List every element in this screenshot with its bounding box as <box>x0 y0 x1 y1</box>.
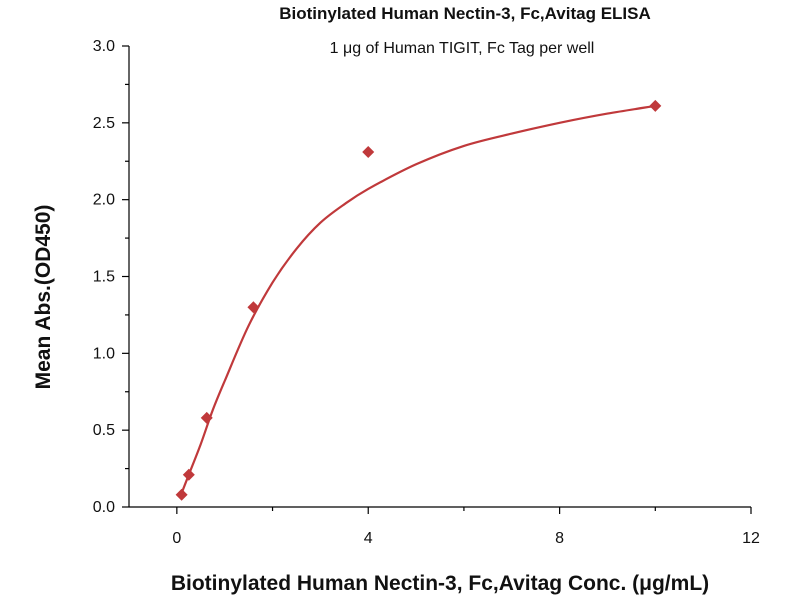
x-axis-title: Biotinylated Human Nectin-3, Fc,Avitag C… <box>171 572 709 595</box>
data-points <box>175 99 662 501</box>
fit-curve <box>180 104 656 494</box>
data-point <box>175 488 188 501</box>
y-axis-title: Mean Abs.(OD450) <box>32 205 55 390</box>
x-tick-label: 0 <box>172 530 181 547</box>
x-tick-label: 4 <box>364 530 373 547</box>
y-tick-label: 2.0 <box>93 192 115 209</box>
data-point <box>182 468 195 481</box>
x-tick-label: 12 <box>742 530 760 547</box>
chart-title: Biotinylated Human Nectin-3, Fc,Avitag E… <box>279 4 651 23</box>
y-tick-label: 0.5 <box>93 422 115 439</box>
y-tick-label: 1.0 <box>93 345 115 362</box>
data-point <box>362 146 375 159</box>
y-tick-label: 2.5 <box>93 115 115 132</box>
fit-curve-group <box>180 104 656 494</box>
chart-subtitle: 1 μg of Human TIGIT, Fc Tag per well <box>330 40 595 57</box>
y-tick-label: 3.0 <box>93 38 115 55</box>
y-tick-label: 0.0 <box>93 499 115 516</box>
data-point <box>247 301 260 314</box>
data-point <box>649 99 662 112</box>
x-tick-label: 8 <box>555 530 564 547</box>
y-tick-label: 1.5 <box>93 269 115 286</box>
data-point <box>200 411 213 424</box>
axes: 0.0 0.5 1.0 1.5 2.0 2.5 3.0 0 4 8 12 <box>93 38 760 547</box>
